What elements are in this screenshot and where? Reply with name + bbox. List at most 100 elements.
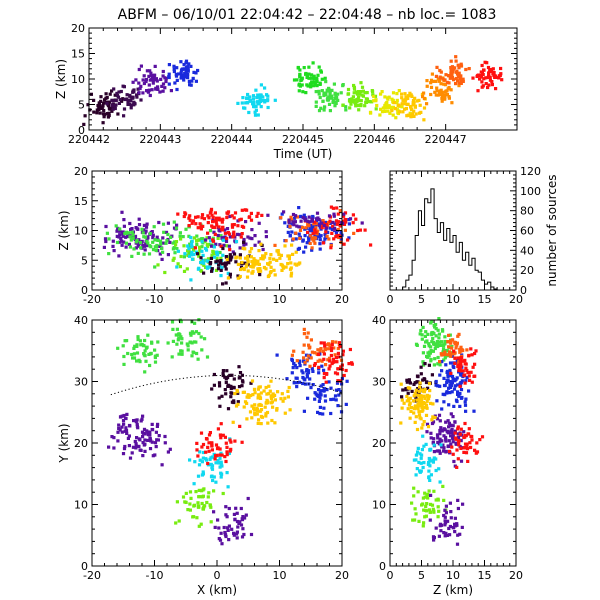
source-point — [412, 382, 416, 386]
source-point — [190, 257, 195, 261]
source-point — [449, 516, 453, 520]
source-point — [305, 375, 309, 379]
source-point — [204, 437, 209, 441]
source-point — [152, 225, 156, 229]
source-point — [103, 237, 108, 241]
source-point — [437, 340, 441, 344]
source-point — [133, 234, 138, 238]
source-point — [486, 65, 491, 70]
source-point — [422, 420, 426, 424]
source-point — [421, 325, 425, 329]
source-point — [466, 432, 470, 436]
source-point — [192, 236, 196, 240]
source-point — [200, 245, 204, 249]
source-point — [456, 533, 460, 537]
source-point — [129, 103, 133, 107]
source-point — [196, 501, 200, 505]
source-point — [438, 522, 443, 526]
source-point — [454, 55, 458, 59]
source-point — [273, 98, 277, 102]
source-point — [313, 241, 317, 245]
source-point — [280, 392, 284, 396]
source-point — [312, 363, 317, 367]
source-point — [159, 77, 163, 81]
source-point — [176, 332, 180, 337]
source-point — [422, 106, 427, 110]
source-point — [427, 489, 431, 493]
source-point — [352, 87, 357, 91]
source-point — [214, 216, 219, 220]
source-point — [206, 231, 210, 235]
source-point — [394, 116, 398, 120]
source-point — [207, 491, 211, 495]
source-point — [436, 436, 440, 440]
x-tick-label: -10 — [146, 293, 164, 306]
source-point — [266, 274, 270, 279]
source-point — [449, 72, 454, 76]
source-point — [230, 214, 234, 218]
source-point — [320, 77, 324, 81]
source-point — [161, 82, 166, 86]
source-point — [425, 393, 430, 397]
source-point — [199, 260, 203, 265]
source-point — [147, 74, 151, 78]
source-point — [123, 97, 127, 102]
source-point — [324, 380, 328, 384]
source-point — [101, 104, 105, 108]
source-point — [205, 265, 209, 269]
source-point — [356, 103, 360, 108]
source-point — [448, 76, 452, 80]
source-point — [406, 407, 410, 411]
source-point — [216, 427, 220, 431]
source-point — [249, 532, 254, 537]
source-point — [487, 83, 491, 87]
source-point — [307, 215, 311, 219]
source-point — [336, 98, 340, 102]
source-point — [215, 250, 219, 254]
source-point — [132, 90, 136, 94]
source-point — [456, 435, 461, 439]
source-point — [235, 519, 240, 524]
source-point — [124, 245, 128, 249]
source-point — [459, 388, 464, 392]
x-tick-label: 5 — [418, 569, 425, 582]
source-point — [201, 470, 205, 474]
source-point — [126, 351, 130, 356]
source-point — [174, 521, 178, 525]
source-point — [459, 79, 463, 84]
source-point — [414, 512, 418, 516]
source-point — [315, 220, 319, 224]
source-point — [308, 364, 312, 368]
source-point — [172, 69, 176, 74]
source-point — [117, 423, 121, 427]
source-point — [104, 224, 108, 229]
source-point — [459, 81, 463, 85]
source-point — [431, 349, 435, 353]
source-point — [98, 104, 102, 108]
source-point — [437, 79, 441, 83]
source-point — [361, 89, 365, 93]
source-point — [298, 68, 302, 72]
source-point — [128, 424, 132, 428]
source-point — [413, 381, 417, 385]
source-point — [440, 96, 444, 101]
source-point — [273, 398, 277, 402]
source-point — [442, 400, 446, 404]
source-point — [334, 231, 338, 235]
source-point — [428, 389, 432, 393]
source-point — [216, 259, 220, 263]
source-point — [402, 401, 406, 405]
source-point — [434, 383, 438, 387]
source-point — [431, 415, 435, 419]
x-axis-label: X (km) — [197, 583, 237, 597]
source-point — [434, 457, 438, 461]
source-point — [457, 394, 461, 398]
source-point — [426, 386, 430, 390]
source-point — [235, 388, 239, 393]
source-point — [440, 91, 444, 95]
source-point — [434, 498, 438, 502]
source-point — [449, 434, 453, 438]
source-point — [190, 79, 194, 83]
source-point — [135, 359, 139, 363]
